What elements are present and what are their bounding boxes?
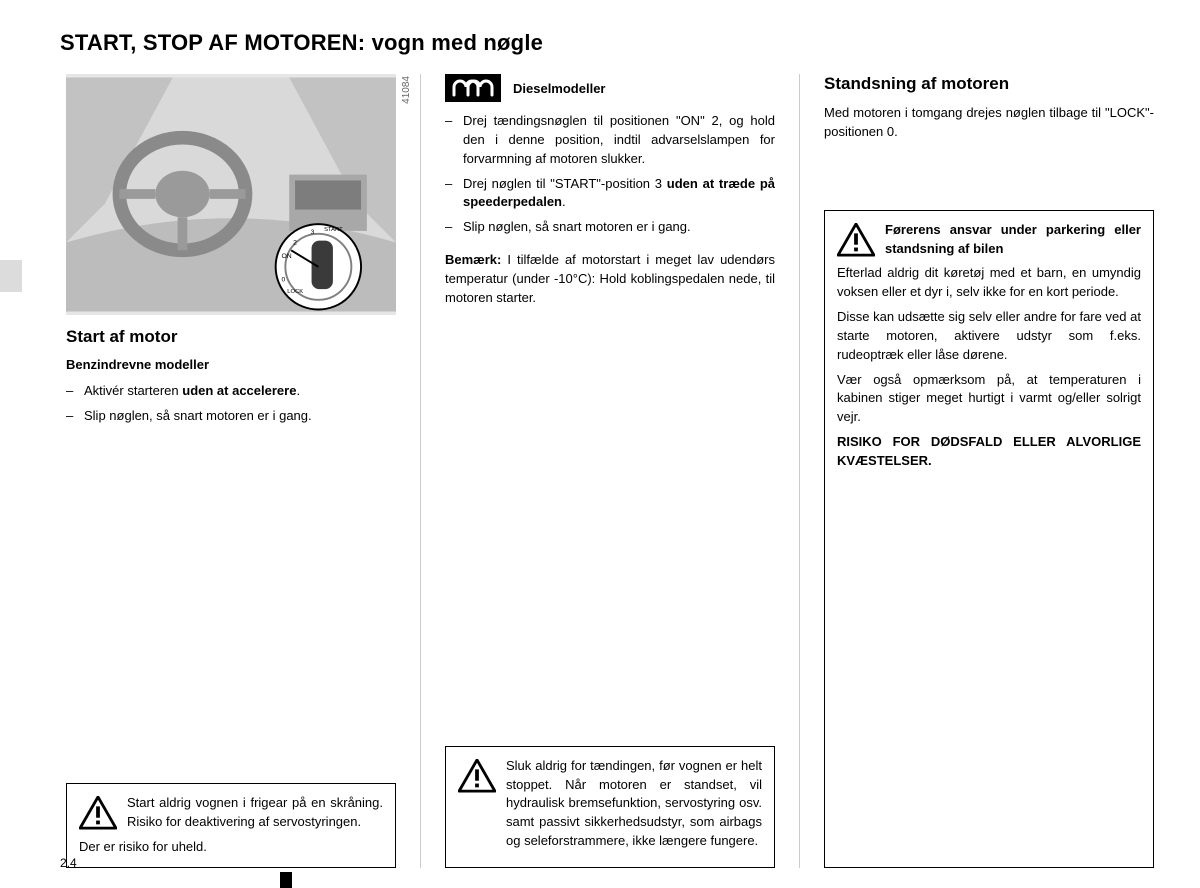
heading-petrol-models: Benzindrevne modeller <box>66 357 396 372</box>
list-item: Slip nøglen, så snart motoren er i gang. <box>445 218 775 237</box>
note-paragraph: Bemærk: I tilfælde af motorstart i meget… <box>445 251 775 308</box>
text-span: . <box>562 194 566 209</box>
warning-triangle-icon <box>79 796 117 830</box>
warning-triangle-icon <box>458 759 496 793</box>
list-item: Drej tændingsnøglen til positionen "ON" … <box>445 112 775 169</box>
svg-text:3: 3 <box>311 229 315 236</box>
warning-text: Start aldrig vognen i frigear på en skrå… <box>127 794 383 832</box>
figure-reference: 41084 <box>401 76 412 104</box>
text-span: . <box>296 383 300 398</box>
warning-text: Efterlad aldrig dit køretøj med et barn,… <box>837 264 1141 302</box>
preheat-coil-icon <box>445 74 501 102</box>
warning-title: Førerens ansvar under parkering eller st… <box>885 221 1141 259</box>
heading-diesel-models: Dieselmodeller <box>513 81 606 96</box>
warning-box-ignition: Sluk aldrig for tændingen, før vognen er… <box>445 746 775 868</box>
svg-text:0: 0 <box>281 276 285 283</box>
dashboard-illustration: ON 2 3 START LOCK 0 <box>66 74 396 315</box>
chapter-tab <box>0 260 22 292</box>
warning-triangle-icon <box>837 223 875 257</box>
page-number: 2.4 <box>60 856 77 870</box>
list-item: Aktivér starteren uden at accelerere. <box>66 382 396 401</box>
warning-box-slope: Start aldrig vognen i frigear på en skrå… <box>66 783 396 868</box>
warning-box-driver-responsibility: Førerens ansvar under parkering eller st… <box>824 210 1154 868</box>
svg-text:START: START <box>324 227 343 233</box>
text-span: Drej nøglen til "START"-position 3 <box>463 176 667 191</box>
column-right: Standsning af motoren Med motoren i tomg… <box>818 74 1160 868</box>
warning-text: Der er risiko for uheld. <box>79 838 383 857</box>
column-left: 41084 <box>60 74 402 868</box>
column-separator <box>420 74 421 868</box>
petrol-instructions-list: Aktivér starteren uden at accelerere. Sl… <box>66 382 396 432</box>
svg-text:ON: ON <box>281 253 291 260</box>
list-item: Slip nøglen, så snart motoren er i gang. <box>66 407 396 426</box>
page-bottom-mark <box>280 872 292 888</box>
note-label: Bemærk: <box>445 252 501 267</box>
stop-instruction-text: Med motoren i tomgang drejes nøglen tilb… <box>824 104 1154 142</box>
diesel-instructions-list: Drej tændingsnøglen til positionen "ON" … <box>445 112 775 243</box>
page-title: START, STOP AF MOTOREN: vogn med nøgle <box>60 30 1160 56</box>
heading-stop-motor: Standsning af motoren <box>824 74 1154 94</box>
text-span: Aktivér starteren <box>84 383 182 398</box>
warning-text: Sluk aldrig for tændingen, før vognen er… <box>506 757 762 851</box>
text-bold: uden at accelerere <box>182 383 296 398</box>
content-columns: 41084 <box>60 74 1160 868</box>
list-item: Drej nøglen til "START"-position 3 uden … <box>445 175 775 213</box>
heading-start-motor: Start af motor <box>66 327 396 347</box>
dashboard-figure: 41084 <box>66 74 396 315</box>
column-separator <box>799 74 800 868</box>
warning-text: Disse kan udsætte sig selv eller andre f… <box>837 308 1141 365</box>
warning-text: Vær også opmærksom på, at temperaturen i… <box>837 371 1141 428</box>
column-middle: Dieselmodeller Drej tændingsnøglen til p… <box>439 74 781 868</box>
warning-risk-text: RISIKO FOR DØDSFALD ELLER ALVORLIGE KVÆS… <box>837 433 1141 471</box>
diesel-header-row: Dieselmodeller <box>445 74 775 102</box>
svg-text:2: 2 <box>293 239 297 246</box>
svg-text:LOCK: LOCK <box>287 289 303 295</box>
